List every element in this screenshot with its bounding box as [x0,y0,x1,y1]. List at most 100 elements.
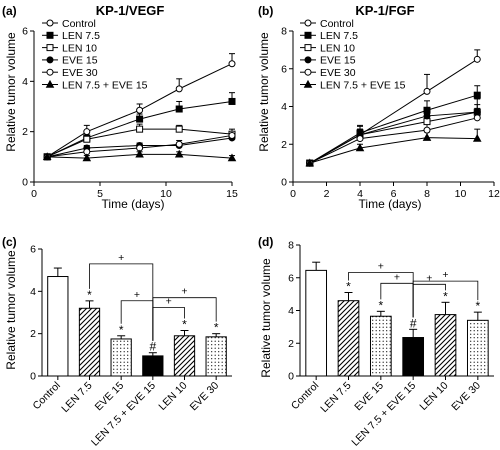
y-tick-label-a: 2 [22,126,28,138]
legend-label-control: Control [320,18,354,30]
data-point-len-7-5 [175,105,183,113]
chart-title-a: KP-1/VEGF [96,3,165,18]
comparison-bracket [380,282,414,318]
legend-marker-eve-15 [304,56,312,64]
y-tick-label-d: 0 [288,371,294,383]
data-point-control [473,55,481,63]
legend-marker-len-7-5-eve-15 [303,79,313,88]
y-tick-label-c: 2 [30,328,36,340]
bar-len-7-5 [337,300,360,377]
data-point-control [83,128,91,136]
comparison-plus-sign: + [181,286,187,298]
panel-label-d: (d) [258,235,273,249]
legend-label-len-7-5-eve-15: LEN 7.5 + EVE 15 [320,79,406,91]
comparison-plus-sign: + [426,272,432,284]
legend-marker-len-7-5-eve-15 [45,79,55,88]
legend-marker-control [304,19,312,27]
data-point-len-10 [175,125,183,133]
x-tick-label-b: 10 [455,188,467,200]
panel-a: (a) KP-1/VEGF Relative tumor volume Time… [2,3,238,211]
y-axis-label-b: Relative tumor volume [257,32,271,152]
category-label-control: Control [31,380,63,412]
bar-eve-15 [110,338,132,377]
x-tick-label-a: 10 [160,188,172,200]
legend-label-eve-30: EVE 30 [62,67,98,79]
data-point-len-7-5-eve-15 [305,158,315,167]
data-point-len-7-5-eve-15 [355,143,365,152]
chart-title-b: KP-1/FGF [355,3,414,18]
category-label-eve-30: EVE 30 [188,380,222,414]
category-label-control: Control [289,380,321,412]
significance-mark-len-7-5: * [87,288,92,302]
y-tick-label-b: 6 [281,63,287,75]
bar-eve-30 [466,319,489,377]
data-point-control [175,85,183,93]
category-label-len-10: LEN 10 [156,380,189,413]
legend-label-eve-15: EVE 15 [320,55,356,67]
data-point-len-7-5-eve-15 [82,153,92,162]
bar-control [47,276,69,377]
y-tick-label-a: 4 [22,76,28,88]
y-axis-label-c: Relative tumor volume [4,250,18,370]
panel-label-c: (c) [2,235,17,249]
bar-len-7-5-eve-15 [142,355,164,377]
data-point-control [423,87,431,95]
y-tick-label-d: 6 [288,272,294,284]
y-tick-label-d: 4 [288,305,294,317]
comparison-plus-sign: + [134,289,140,301]
x-tick-label-b: 8 [424,188,430,200]
x-axis-label-b: Time (days) [359,197,422,211]
data-point-eve-30 [423,126,431,134]
legend-label-len-7-5-eve-15: LEN 7.5 + EVE 15 [62,79,148,91]
y-tick-label-a: 0 [22,177,28,189]
significance-mark-len-7-5-eve-15: # [410,316,417,330]
bar-eve-15 [369,315,392,377]
data-point-eve-30 [175,140,183,148]
legend-marker-len-7-5 [304,31,312,39]
category-label-len-7-5: LEN 7.5 [59,380,94,415]
legend-marker-len-10 [46,44,54,52]
significance-mark-eve-15: * [378,298,383,312]
data-point-eve-30 [228,131,236,139]
bar-len-10 [434,314,457,377]
legend-label-eve-30: EVE 30 [320,67,356,79]
data-point-len-7-5-eve-15 [174,149,184,158]
comparison-bracket [120,300,154,341]
y-axis-label-d: Relative tumor volume [259,258,273,378]
y-tick-label-b: 0 [281,177,287,189]
panel-d: (d) Relative tumor volume 0 2 4 6 8 Control * L… [258,235,494,449]
y-tick-label-b: 4 [281,101,287,113]
significance-mark-len-10: * [182,317,187,331]
significance-mark-eve-15: * [119,323,124,337]
legend-marker-eve-30 [46,68,54,76]
comparison-plus-sign: + [166,295,172,307]
comparison-plus-sign: + [394,271,400,283]
comparison-plus-sign: + [378,260,384,272]
data-point-len-7-5 [136,115,144,123]
data-point-len-10 [136,125,144,133]
series-line-len-7-5 [309,94,478,164]
significance-mark-len-7-5-eve-15: # [149,340,156,354]
x-tick-label-a: 5 [97,188,103,200]
data-point-len-7-5 [423,106,431,114]
x-tick-label-a: 15 [226,188,238,200]
y-tick-label-b: 2 [281,139,287,151]
significance-mark-eve-30: * [214,321,219,335]
data-point-len-7-5 [228,97,236,105]
legend-marker-eve-15 [46,56,54,64]
legend-label-len-10: LEN 10 [320,42,355,54]
data-point-eve-30 [356,135,364,143]
category-label-len-7-5: LEN 7.5 [318,380,353,415]
y-tick-label-c: 0 [30,371,36,383]
comparison-plus-sign: + [118,252,124,264]
data-point-len-10 [423,118,431,126]
bar-len-10 [173,335,196,377]
y-tick-label-b: 8 [281,26,287,38]
data-point-len-7-5-eve-15 [135,149,144,158]
legend-label-control: Control [62,18,96,30]
category-label-len-10: LEN 10 [417,380,450,413]
